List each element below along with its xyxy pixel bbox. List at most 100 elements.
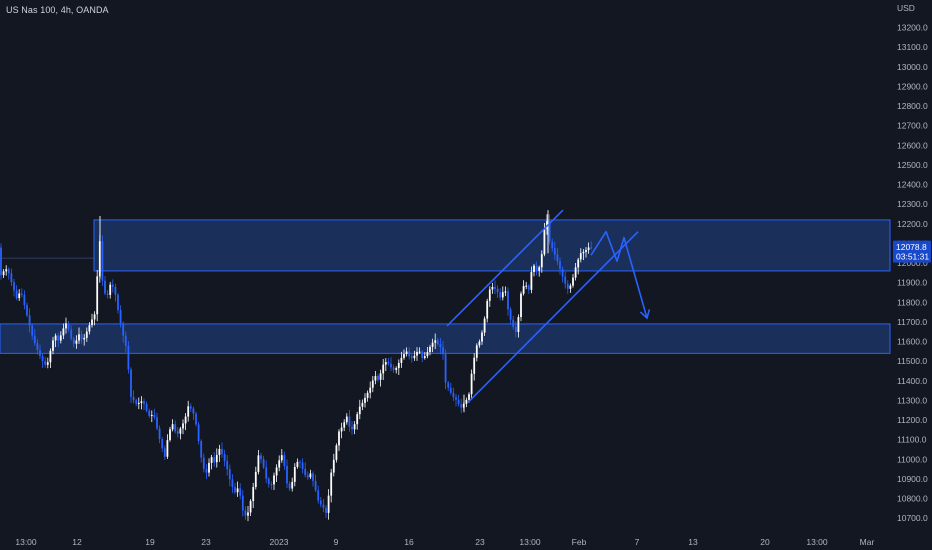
candle-body [429, 346, 431, 352]
candle-body [223, 454, 226, 461]
candle-body [36, 343, 39, 350]
candle-body [442, 347, 444, 355]
candle-body [132, 396, 135, 401]
candle-body [390, 363, 392, 368]
candle-body [65, 323, 67, 329]
x-tick-label: Mar [860, 537, 875, 547]
candle-body [306, 475, 309, 478]
candle-body [301, 462, 304, 469]
candle-body [416, 351, 418, 356]
y-tick-label: 11600.0 [897, 337, 927, 347]
y-tick-label: 13100.0 [897, 42, 928, 52]
candle-body [397, 362, 400, 369]
candle-body [522, 285, 525, 294]
candle-body [590, 247, 593, 249]
candle-body [241, 495, 244, 511]
candle-body [400, 357, 403, 363]
candle-body [275, 467, 278, 476]
candle-body [314, 480, 317, 491]
candle-body [317, 490, 320, 501]
candle-body [392, 367, 395, 370]
candle-body [478, 341, 481, 346]
candle-body [449, 387, 452, 393]
x-tick-label: 16 [404, 537, 414, 547]
candle-body [46, 362, 49, 365]
candle-body [579, 253, 582, 260]
candle-body [226, 460, 229, 470]
candle-body [543, 228, 546, 255]
candle-body [104, 280, 106, 294]
candle-body [163, 448, 166, 457]
candle-body [231, 479, 234, 488]
candle-body [291, 481, 294, 489]
y-tick-label: 12900.0 [897, 81, 928, 91]
candle-body [158, 428, 161, 440]
support-zone [0, 323, 891, 354]
candle-body [434, 340, 437, 343]
candle-body [369, 387, 372, 393]
last-price-tag: 12078.803:51:31 [893, 240, 931, 263]
candle-body [447, 382, 450, 388]
candle-body [481, 332, 483, 342]
candle-body [325, 507, 327, 513]
candle-body [426, 351, 429, 357]
candle-body [72, 338, 75, 344]
y-tick-label: 11100.0 [897, 435, 927, 445]
candle-body [124, 335, 127, 346]
candle-body [114, 286, 117, 295]
y-tick-label: 13200.0 [897, 23, 928, 33]
candle-body [252, 487, 255, 501]
candle-body [377, 375, 379, 380]
candle-body [585, 250, 587, 252]
candle-body [137, 403, 140, 405]
candle-body [218, 448, 221, 456]
candle-body [153, 414, 156, 418]
candle-body [491, 286, 494, 290]
y-tick-label: 12500.0 [897, 160, 928, 170]
candle-body [572, 277, 574, 286]
candle-body [384, 362, 387, 365]
time-axis[interactable]: 13:00 12 19 23 2023 9 16 23 13:00 Feb 7 13 20 13:00 Ma… [15, 537, 874, 547]
candle-body [119, 309, 122, 324]
candle-body [335, 445, 338, 460]
candle-body [371, 380, 374, 388]
candle-body [208, 462, 210, 473]
candle-body [15, 290, 18, 299]
candle-body [41, 355, 44, 362]
candle-body [327, 495, 330, 513]
candle-body [57, 335, 60, 341]
candle-body [470, 373, 473, 395]
candle-body [410, 356, 413, 359]
candle-body [39, 349, 41, 356]
candle-body [49, 350, 52, 363]
candle-body [444, 354, 447, 383]
candle-body [260, 455, 262, 460]
candle-body [351, 426, 353, 430]
candle-body [338, 431, 340, 446]
candle-body [189, 406, 192, 409]
candle-body [44, 361, 47, 365]
candle-body [228, 469, 231, 480]
candle-body [283, 455, 286, 466]
candle-body [101, 241, 104, 281]
projection-arrowhead [639, 309, 651, 320]
candle-body [205, 468, 208, 473]
candle-body [356, 414, 359, 425]
y-tick-label: 12600.0 [897, 140, 928, 150]
y-tick-label: 12000.0 [897, 258, 928, 268]
y-tick-label: 11700.0 [897, 317, 927, 327]
y-tick-label: 10700.0 [897, 513, 928, 523]
candle-body [145, 403, 148, 411]
candle-body [59, 335, 62, 341]
candle-body [280, 455, 283, 461]
candle-body [273, 475, 275, 485]
candle-body [496, 288, 499, 293]
candle-body [62, 328, 65, 336]
candle-body [83, 337, 86, 340]
candle-body [270, 483, 273, 485]
candle-body [130, 369, 132, 397]
price-axis[interactable]: USD 13200.0 13100.0 13000.0 12900.0 12800.0 12… [897, 3, 928, 523]
candle-body [465, 399, 468, 404]
candle-body [582, 251, 585, 254]
